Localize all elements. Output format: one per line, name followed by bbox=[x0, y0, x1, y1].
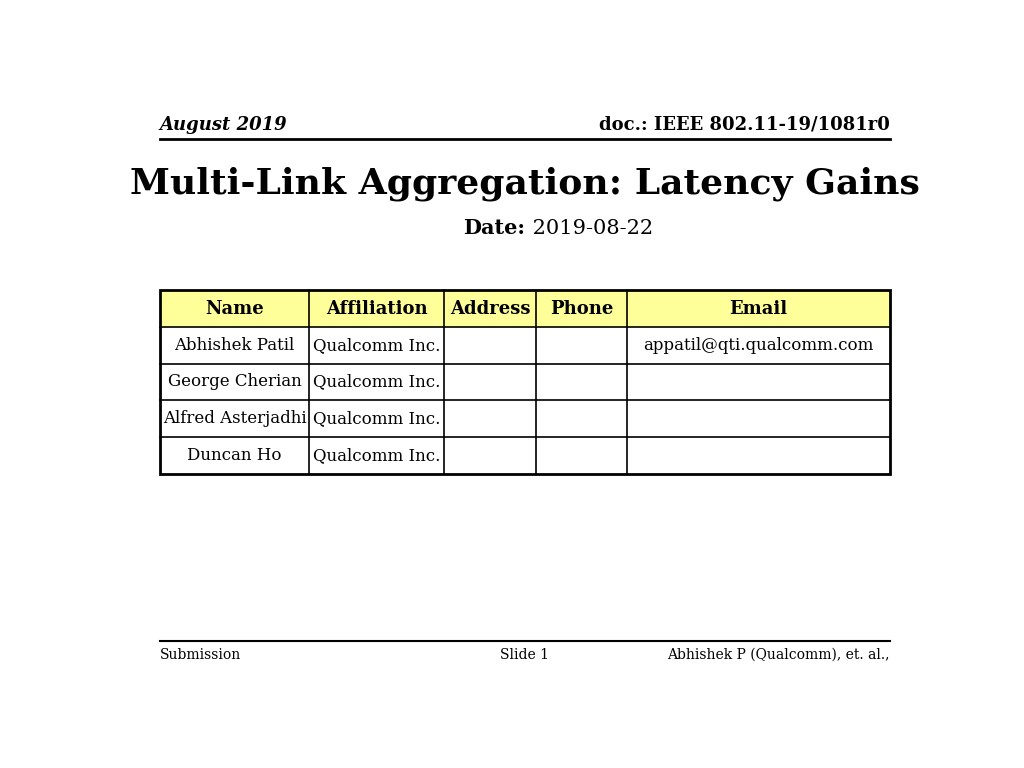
Text: Qualcomm Inc.: Qualcomm Inc. bbox=[313, 410, 440, 427]
Text: Date:: Date: bbox=[463, 218, 524, 238]
Text: George Cherian: George Cherian bbox=[168, 373, 301, 390]
Text: appatil@qti.qualcomm.com: appatil@qti.qualcomm.com bbox=[643, 336, 873, 354]
Text: Abhishek Patil: Abhishek Patil bbox=[174, 336, 295, 354]
Text: Submission: Submission bbox=[160, 648, 241, 662]
Text: Name: Name bbox=[205, 300, 264, 318]
Bar bbox=[160, 290, 890, 327]
Text: August 2019: August 2019 bbox=[160, 116, 288, 134]
Bar bbox=[160, 290, 890, 474]
Text: Email: Email bbox=[729, 300, 787, 318]
Text: Phone: Phone bbox=[550, 300, 613, 318]
Text: Abhishek P (Qualcomm), et. al.,: Abhishek P (Qualcomm), et. al., bbox=[668, 648, 890, 662]
Text: doc.: IEEE 802.11-19/1081r0: doc.: IEEE 802.11-19/1081r0 bbox=[599, 116, 890, 134]
Text: Duncan Ho: Duncan Ho bbox=[187, 447, 282, 464]
Text: Address: Address bbox=[450, 300, 530, 318]
Text: Qualcomm Inc.: Qualcomm Inc. bbox=[313, 447, 440, 464]
Text: Multi-Link Aggregation: Latency Gains: Multi-Link Aggregation: Latency Gains bbox=[130, 167, 920, 201]
Text: Affiliation: Affiliation bbox=[326, 300, 428, 318]
Text: Qualcomm Inc.: Qualcomm Inc. bbox=[313, 336, 440, 354]
Text: Qualcomm Inc.: Qualcomm Inc. bbox=[313, 373, 440, 390]
Text: Slide 1: Slide 1 bbox=[501, 648, 549, 662]
Text: Alfred Asterjadhi: Alfred Asterjadhi bbox=[163, 410, 306, 427]
Text: 2019-08-22: 2019-08-22 bbox=[526, 219, 653, 237]
